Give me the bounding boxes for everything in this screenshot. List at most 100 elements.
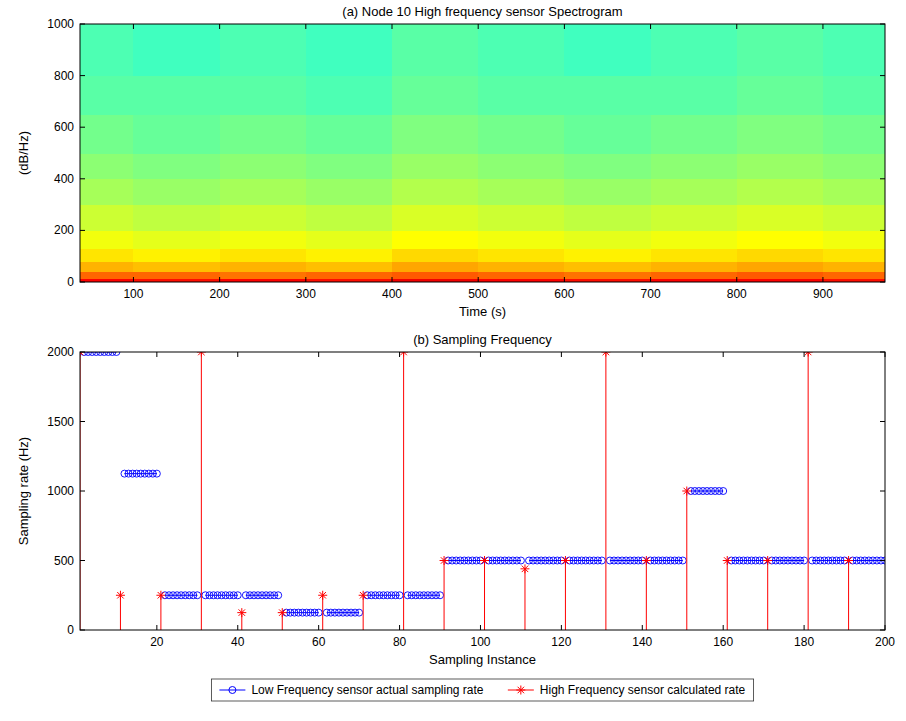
heat-cell [651,230,738,249]
circle-marker [473,557,480,564]
y-tick [880,75,885,76]
heat-cell [306,248,393,261]
x-tick-label: 400 [382,287,402,301]
y-tick [80,630,85,631]
heat-cell [564,205,651,231]
x-tick [478,277,479,282]
star-marker [642,556,651,565]
heat-cell [392,248,479,261]
heat-cell [80,24,134,76]
circle-marker [230,592,237,599]
stem [444,561,445,631]
heat-cell [823,278,885,282]
y-tick [880,421,885,422]
heat-cell [478,261,565,272]
circle-marker [538,557,545,564]
plot-area [80,24,885,282]
circle-marker [699,488,706,495]
circle-marker [857,557,864,564]
circle-marker [586,557,593,564]
heat-cell [220,24,307,76]
circle-marker [606,557,613,564]
circle-marker [202,592,209,599]
circle-marker [578,557,585,564]
stem [403,352,404,630]
heat-cell [220,248,307,261]
circle-marker [214,592,221,599]
heat-cell [737,261,824,272]
circle-marker [813,557,820,564]
circle-marker [271,592,278,599]
circle-marker [246,592,253,599]
stem [767,561,768,631]
axes: 1002003004005006007008009000200400600800… [47,17,885,301]
x-tick-label: 80 [393,635,407,649]
circle-marker [242,592,249,599]
circle-marker [392,592,399,599]
heat-cell [220,272,307,279]
star-marker [318,591,327,600]
circle-marker [865,557,872,564]
x-tick [885,352,886,357]
y-tick [80,230,85,231]
y-tick [80,75,85,76]
circle-marker [554,557,561,564]
x-tick [156,625,157,630]
heat-cell [651,179,738,205]
heat-cell [306,179,393,205]
heat-cell [80,114,134,153]
star-marker [763,556,772,565]
x-tick [318,625,319,630]
star-marker [561,556,570,565]
title: (b) Sampling Frequency [413,332,552,347]
plot-frame [80,24,885,282]
heat-cell [823,230,885,249]
circle-marker [368,592,375,599]
legend: Low Frequency sensor actual sampling rat… [211,679,753,701]
heat-cell [564,24,651,76]
y-tick [880,630,885,631]
circle-marker [129,470,136,477]
heat-cell [306,76,393,115]
heat-cell [478,278,565,282]
circle-marker [610,557,617,564]
circle-marker [194,592,201,599]
circle-marker [708,488,715,495]
x-tick [822,24,823,29]
axes: 2040608010012014016018020005001000150020… [47,345,895,649]
heat-cell [306,24,393,76]
x-tick [305,277,306,282]
x-tick [399,625,400,630]
y-tick [880,282,885,283]
circle-marker [582,557,589,564]
heat-cell [133,272,220,279]
star-marker [601,352,610,357]
circle-marker [663,557,670,564]
stem [484,561,485,631]
circle-marker [744,557,751,564]
circle-marker [873,557,880,564]
legend-item: Low Frequency sensor actual sampling rat… [219,683,483,697]
x-tick [642,625,643,630]
heat-cell [478,248,565,261]
heat-cell [564,76,651,115]
heat-cell [80,76,134,115]
heat-cell [133,205,220,231]
heat-cell [823,179,885,205]
circle-marker [732,557,739,564]
heat-cell [133,278,220,282]
circle-marker [461,557,468,564]
circle-marker [396,592,403,599]
circle-marker [861,557,868,564]
stem [363,595,364,630]
y-tick [80,24,85,25]
circle-marker [339,609,346,616]
x-tick [650,277,651,282]
circle-marker [457,557,464,564]
x-tick-label: 20 [150,635,164,649]
star-marker [520,564,529,573]
heat-cell [823,76,885,115]
circle-marker [311,609,318,616]
stem [565,561,566,631]
heat-cell [478,76,565,115]
